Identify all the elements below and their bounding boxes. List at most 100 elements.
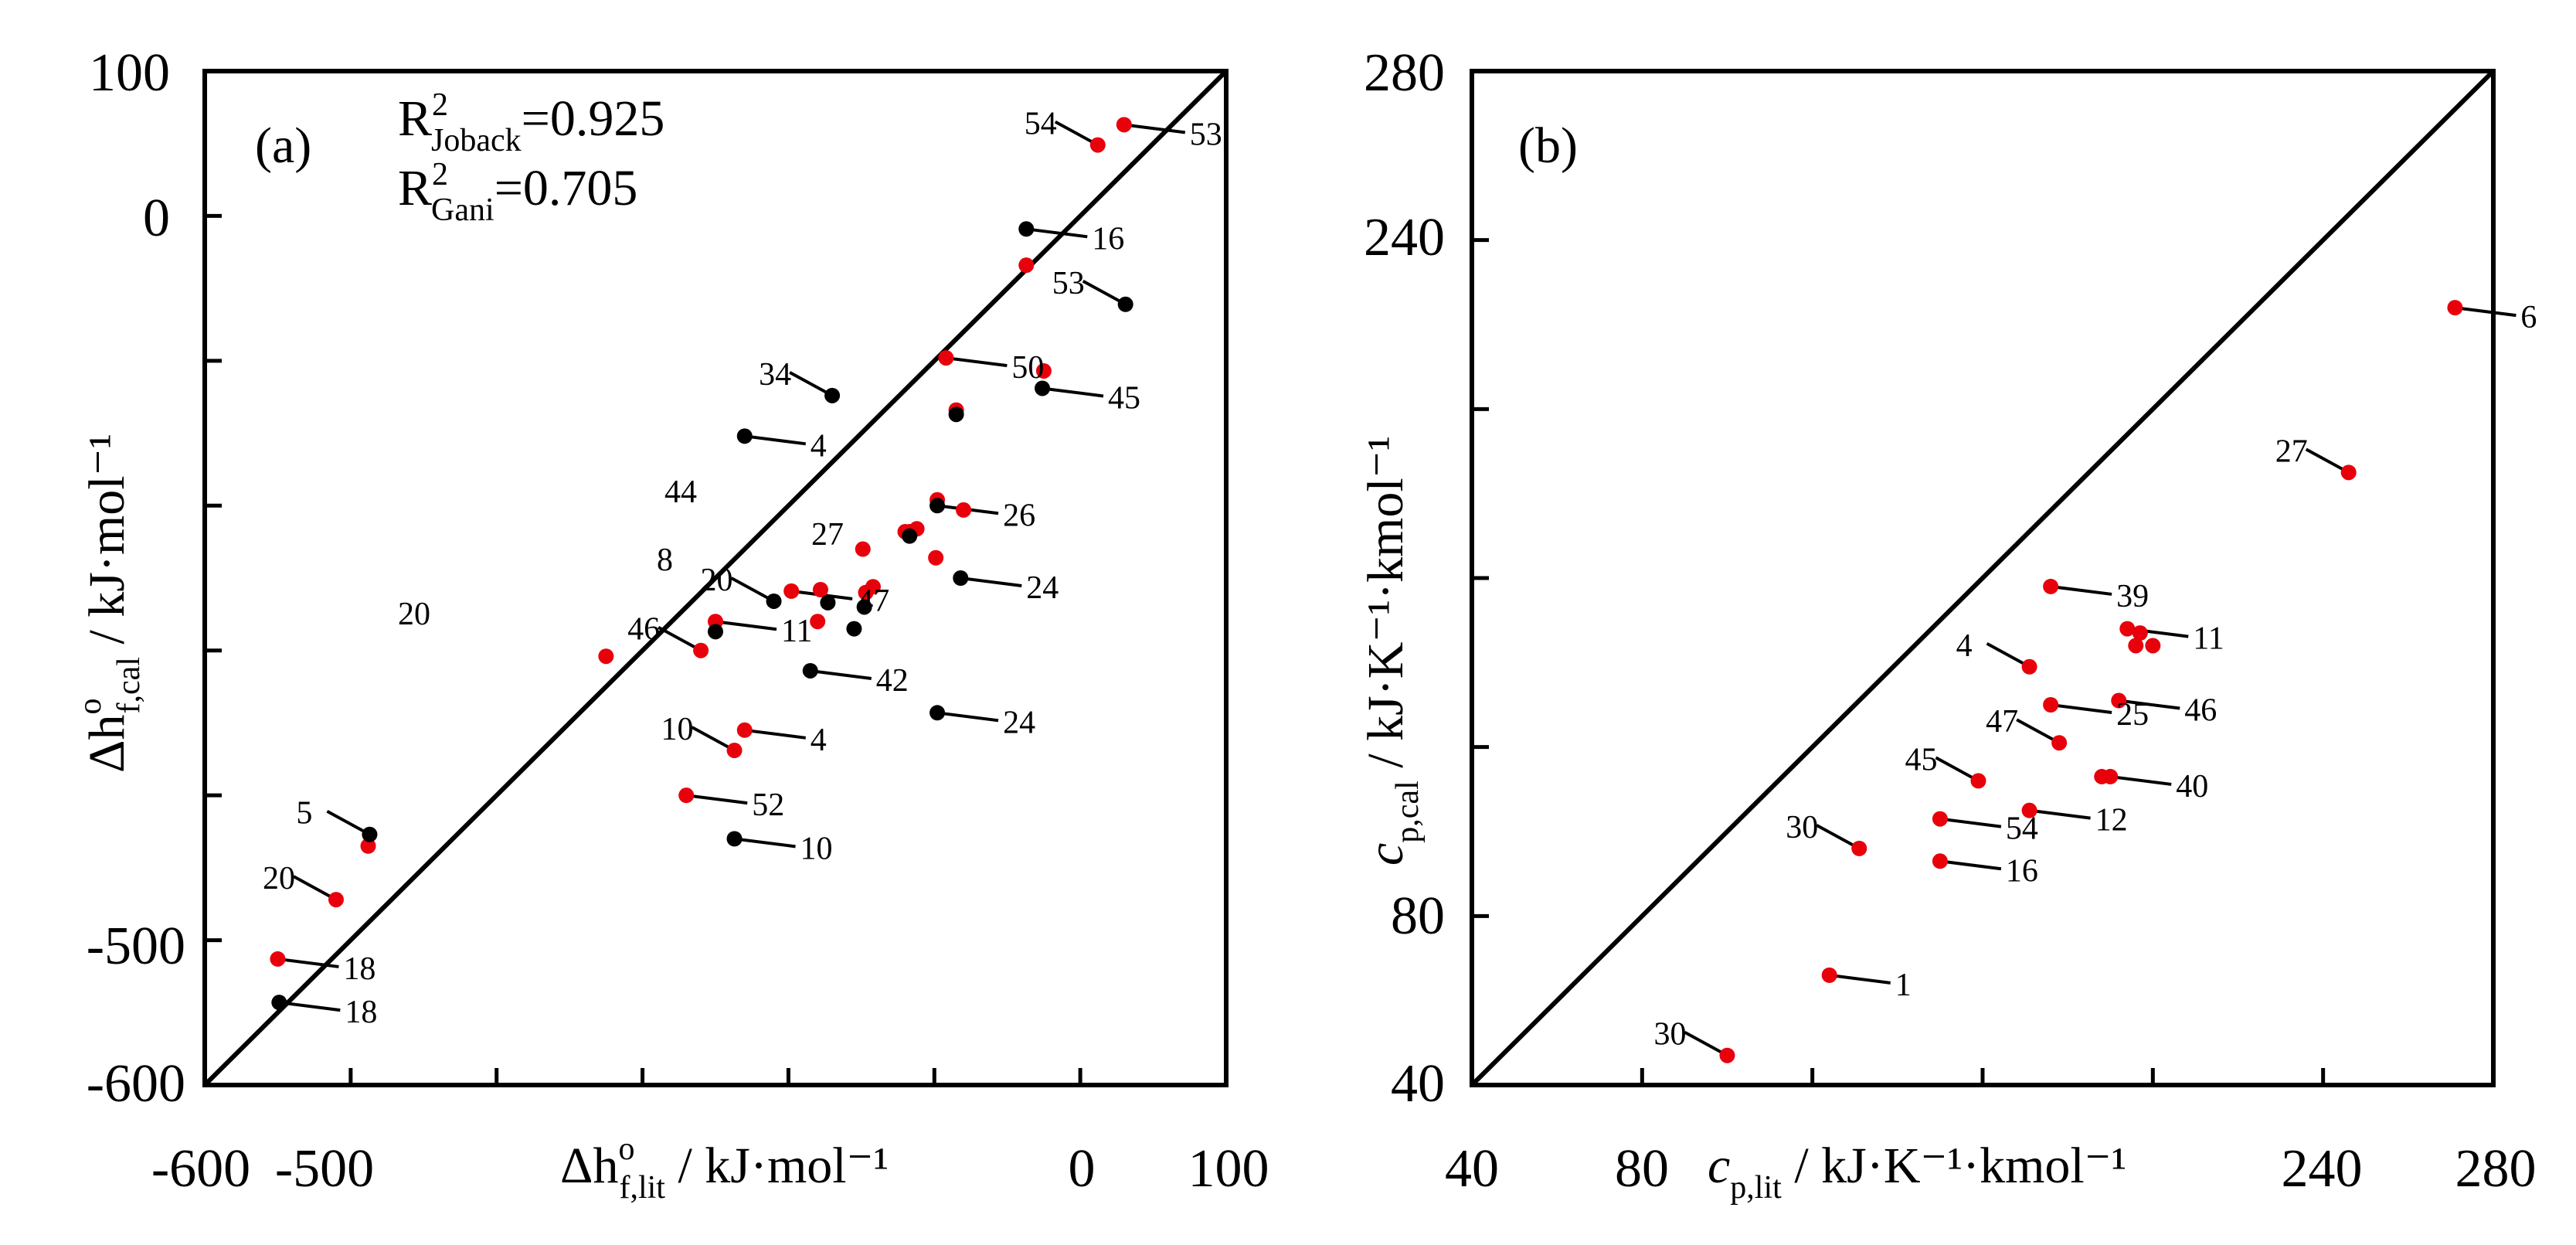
panel-a-point-label: 18 xyxy=(345,995,377,1030)
panel-b-x-tick-label: 280 xyxy=(2455,1139,2537,1199)
panel-a-x-axis-label: Δho f,lit / kJ·mol⁻¹ xyxy=(560,1131,889,1206)
panel-a-x-tick-label: -500 xyxy=(275,1139,374,1199)
panel-a-point-gani xyxy=(929,498,946,514)
panel-b-point-calculated xyxy=(1851,840,1867,856)
panel-b-leader-line xyxy=(1829,973,1891,985)
panel-a-point-label: 26 xyxy=(1003,498,1035,533)
panel-a-point-labels: 5354504711464105220181653453442624204224… xyxy=(263,107,1222,1031)
panel-b-point-calculated xyxy=(2132,625,2148,641)
panel-a-leader-line xyxy=(744,434,807,446)
panel-a-plot-frame xyxy=(202,69,1229,1087)
panel-b-scatter-plot: 40 80 240 280 40 80 240 280 (b) cp,lit /… xyxy=(1358,43,2537,1206)
panel-a-point-joback xyxy=(938,350,954,366)
panel-b-y-axis-label: cp,cal / kJ·K⁻¹·kmol⁻¹ xyxy=(1358,436,1426,866)
panel-b-leader-lines xyxy=(1684,306,2517,1057)
panel-a-point-label: 24 xyxy=(1003,705,1035,740)
panel-b-point-calculated xyxy=(1932,811,1948,827)
panel-a-point-gani xyxy=(948,406,964,423)
panel-b-data-points xyxy=(1719,300,2463,1063)
panel-a-leader-lines xyxy=(277,120,1186,1012)
panel-b-point-calculated xyxy=(2447,300,2463,316)
panel-a-point-label: 27 xyxy=(811,517,844,553)
panel-a-point-gani xyxy=(726,831,743,847)
panel-a-point-joback xyxy=(693,642,709,658)
panel-a-point-gani xyxy=(708,624,723,640)
panel-a-point-label: 4 xyxy=(811,428,827,464)
panel-b-point-calculated xyxy=(2021,802,2037,818)
panel-b-point-label: 1 xyxy=(1895,968,1912,1003)
panel-a-leader-line xyxy=(960,577,1022,587)
panel-b-point-calculated xyxy=(2094,768,2110,784)
panel-b-point-label: 6 xyxy=(2520,300,2537,335)
panel-a-leader-line xyxy=(715,620,777,631)
panel-a-ticks xyxy=(202,69,1229,1087)
panel-a-point-label: 44 xyxy=(664,475,697,510)
panel-a-y-tick-label: -500 xyxy=(87,917,185,976)
panel-b-point-label: 47 xyxy=(1986,704,2018,740)
panel-a-data-points xyxy=(270,117,1133,1011)
panel-b-point-calculated xyxy=(2111,692,2127,709)
panel-b-point-label: 45 xyxy=(1905,742,1937,777)
panel-a-point-label: 24 xyxy=(1026,570,1059,606)
panel-b-point-calculated xyxy=(2145,638,2161,654)
panel-a-point-label: 20 xyxy=(398,597,430,632)
panel-a-leader-line xyxy=(1042,386,1104,398)
panel-b-point-label: 27 xyxy=(2275,434,2308,469)
panel-a-leader-line xyxy=(810,668,872,680)
panel-b-tick-labels: 40 80 240 280 40 80 240 280 xyxy=(1364,43,2537,1199)
panel-a-point-joback xyxy=(1089,137,1106,153)
panel-a-point-joback xyxy=(598,648,614,665)
panel-b-point-label: 40 xyxy=(2176,769,2208,804)
panel-b-point-label: 12 xyxy=(2095,803,2128,839)
panel-b-point-label: 54 xyxy=(2006,811,2038,847)
panel-b-point-calculated xyxy=(1719,1047,1735,1063)
panel-a-point-joback xyxy=(812,581,828,597)
panel-b-ticks xyxy=(1470,69,2496,1087)
panel-a-leader-line xyxy=(293,875,337,901)
panel-a-point-gani xyxy=(820,594,836,611)
panel-a-leader-line xyxy=(691,726,736,752)
panel-a-point-gani xyxy=(824,387,841,403)
panel-b-point-calculated xyxy=(2128,638,2144,654)
panel-a-point-gani xyxy=(953,570,969,586)
panel-b-label: (b) xyxy=(1518,117,1578,174)
panel-a-point-joback xyxy=(810,614,826,630)
panel-b-point-calculated xyxy=(2021,658,2037,675)
panel-b-point-calculated xyxy=(1821,967,1837,983)
panel-b-point-calculated xyxy=(2340,464,2357,481)
panel-a-point-gani xyxy=(1117,296,1133,312)
panel-a-point-label: 42 xyxy=(876,663,909,699)
panel-b-leader-line xyxy=(2029,808,2091,820)
panel-b-point-label: 4 xyxy=(1956,628,1973,664)
panel-b-leader-line xyxy=(1816,824,1861,850)
panel-a-point-label: 20 xyxy=(263,861,295,896)
r2-gani-annotation: R2 Gani=0.705 xyxy=(398,157,637,228)
panel-a-point-label: 4 xyxy=(811,723,827,758)
panel-b-point-label: 46 xyxy=(2184,693,2217,729)
panel-b-point-calculated xyxy=(2119,621,2136,637)
panel-a-point-label: 50 xyxy=(1011,350,1044,386)
panel-a-leader-line xyxy=(744,728,807,740)
panel-b-parity-line xyxy=(1470,69,2496,1087)
panel-a-point-joback xyxy=(855,541,871,557)
panel-a-scatter-plot: -600 -500 0 100 -600 -500 0 100 (a) R2 Jo… xyxy=(73,43,1269,1206)
panel-b-leader-line xyxy=(2119,699,2180,710)
panel-b-point-labels: 6 27 39 11 4 25 46 47 40 45 12 54 30 16 1 30 xyxy=(1654,300,2537,1053)
panel-b-leader-line xyxy=(1986,642,2031,668)
panel-b-y-tick-label: 80 xyxy=(1391,886,1445,946)
panel-b-x-tick-label: 40 xyxy=(1445,1139,1499,1199)
panel-a-leader-line xyxy=(1026,227,1088,239)
panel-b-point-calculated xyxy=(2043,697,2059,713)
panel-a-parity-line xyxy=(202,69,1229,1087)
panel-a-point-label: 11 xyxy=(781,614,812,649)
panel-b-leader-line xyxy=(2050,703,2112,714)
panel-a-point-label: 47 xyxy=(857,583,889,619)
panel-a-leader-line xyxy=(1082,280,1127,306)
panel-a-leader-line xyxy=(789,371,834,397)
panel-b-point-label: 30 xyxy=(1786,810,1818,845)
panel-a-tick-labels: -600 -500 0 100 -600 -500 0 100 xyxy=(87,43,1269,1199)
panel-a-point-label: 45 xyxy=(1108,380,1140,416)
panel-a-point-joback xyxy=(328,892,344,908)
panel-b-leader-line xyxy=(1939,817,2002,828)
panel-a-point-gani xyxy=(1035,380,1051,396)
